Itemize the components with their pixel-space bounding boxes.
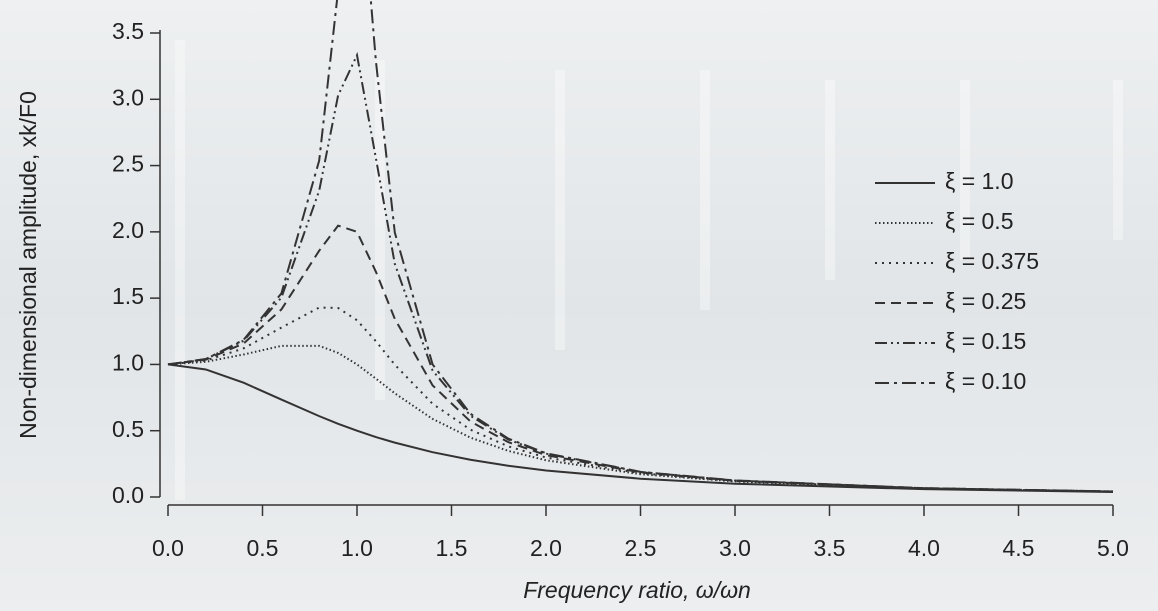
plot-area xyxy=(167,0,1114,493)
legend-label: ξ = 0.10 xyxy=(945,368,1026,394)
x-tick-label: 0.5 xyxy=(247,535,279,561)
series-line xyxy=(167,224,1114,493)
y-tick-label: 0.5 xyxy=(112,416,144,442)
series-line xyxy=(167,51,1114,493)
x-axis-label: Frequency ratio, ω/ωn xyxy=(523,577,751,603)
y-tick-label: 3.0 xyxy=(112,84,144,110)
x-tick-label: 3.5 xyxy=(814,535,846,561)
y-tick-label: 1.5 xyxy=(112,283,144,309)
turbine-backdrop xyxy=(175,40,1123,500)
y-tick-label: 1.0 xyxy=(112,350,144,376)
y-tick-label: 2.5 xyxy=(112,151,144,177)
y-tick-label: 2.0 xyxy=(112,217,144,243)
legend-label: ξ = 0.15 xyxy=(945,328,1026,354)
series-line xyxy=(167,344,1114,493)
y-tick-label: 3.5 xyxy=(112,18,144,44)
y-tick-label: 0.0 xyxy=(112,482,144,508)
x-tick-label: 5.0 xyxy=(1097,535,1129,561)
x-tick-label: 2.0 xyxy=(530,535,562,561)
x-tick-label: 3.0 xyxy=(719,535,751,561)
legend-label: ξ = 0.25 xyxy=(945,288,1026,314)
legend-label: ξ = 0.5 xyxy=(945,208,1013,234)
x-tick-label: 0.0 xyxy=(152,535,184,561)
legend-label: ξ = 0.375 xyxy=(945,248,1039,274)
x-tick-label: 4.5 xyxy=(1003,535,1035,561)
series-line xyxy=(167,306,1114,493)
y-axis-label: Non-dimensional amplitude, xk/F0 xyxy=(15,91,41,439)
x-tick-label: 2.5 xyxy=(625,535,657,561)
series-line xyxy=(167,363,1114,493)
x-tick-label: 1.5 xyxy=(436,535,468,561)
legend: ξ = 1.0 ξ = 0.5 ξ = 0.375 ξ = 0.25 ξ = 0.15 ξ… xyxy=(875,168,1039,394)
legend-label: ξ = 1.0 xyxy=(945,168,1013,194)
series-line xyxy=(167,0,1114,493)
x-tick-label: 4.0 xyxy=(908,535,940,561)
x-tick-label: 1.0 xyxy=(341,535,373,561)
ticks: 0.0 0.5 1.0 1.5 2.0 2.5 3.0 3.5 0.0 0.5 1.0 1.5 2.0 2… xyxy=(112,18,1129,561)
